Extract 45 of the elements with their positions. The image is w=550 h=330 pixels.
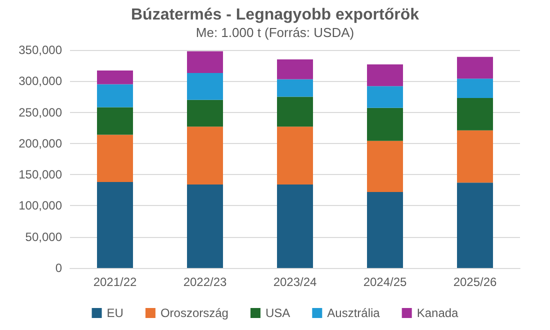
bar xyxy=(457,56,493,79)
bar xyxy=(367,140,403,192)
chart-subtitle: Me: 1.000 t (Forrás: USDA) xyxy=(196,25,354,40)
y-tick-label: 150,000 xyxy=(18,168,62,182)
bar xyxy=(187,51,223,74)
y-tick-label: 50,000 xyxy=(25,230,62,244)
bar xyxy=(457,182,493,268)
bar xyxy=(97,182,133,268)
bar xyxy=(277,184,313,268)
x-tick-label: 2025/26 xyxy=(453,275,498,289)
bar xyxy=(457,130,493,183)
legend-label: Kanada xyxy=(416,306,459,320)
chart-title: Búzatermés - Legnagyobb exportőrök xyxy=(130,6,420,24)
x-tick-label: 2024/25 xyxy=(363,275,408,289)
bar xyxy=(457,98,493,130)
bar xyxy=(367,192,403,268)
y-tick-label: 250,000 xyxy=(18,105,62,120)
legend-label: Oroszország xyxy=(160,306,228,320)
bar xyxy=(277,79,313,97)
bar xyxy=(187,184,223,268)
legend-label: EU xyxy=(106,306,124,320)
y-tick-label: 100,000 xyxy=(18,198,62,213)
legend-label: Ausztrália xyxy=(327,306,380,320)
x-tick-label: 2021/22 xyxy=(93,275,138,289)
bar xyxy=(97,134,133,182)
bar xyxy=(187,73,223,100)
y-tick-label: 350,000 xyxy=(18,43,62,57)
bar xyxy=(97,70,133,84)
bar xyxy=(367,86,403,108)
x-tick-label: 2022/23 xyxy=(183,275,228,289)
bar xyxy=(457,78,493,98)
bar xyxy=(367,108,403,141)
x-tick-label: 2023/24 xyxy=(273,275,318,289)
y-tick-label: 0 xyxy=(55,261,62,275)
bar xyxy=(277,59,313,80)
bar xyxy=(367,64,403,86)
y-tick-label: 300,000 xyxy=(18,74,62,88)
y-tick-label: 200,000 xyxy=(18,136,62,150)
bar xyxy=(97,84,133,108)
bar xyxy=(277,96,313,127)
bar xyxy=(187,126,223,185)
legend-label: USA xyxy=(265,306,290,320)
bar xyxy=(187,100,223,127)
bar xyxy=(277,126,313,185)
bar xyxy=(97,107,133,135)
